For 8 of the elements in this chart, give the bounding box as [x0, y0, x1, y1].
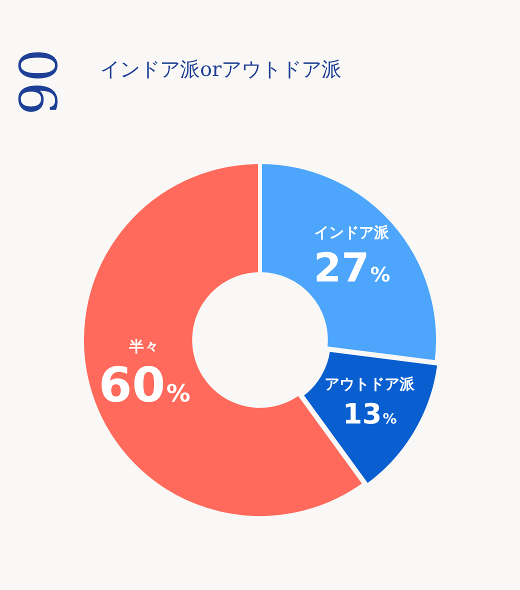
text: 06	[6, 48, 66, 116]
slice-label: 半々	[128, 337, 160, 356]
slice-label: インドア派	[314, 223, 390, 242]
data-label: 13%	[342, 398, 397, 431]
slice-label: アウトドア派	[324, 375, 416, 394]
chart-title: インドア派orアウトドア派	[100, 56, 342, 83]
data-label: 27%	[314, 245, 390, 292]
data-label: 60%	[98, 358, 190, 414]
